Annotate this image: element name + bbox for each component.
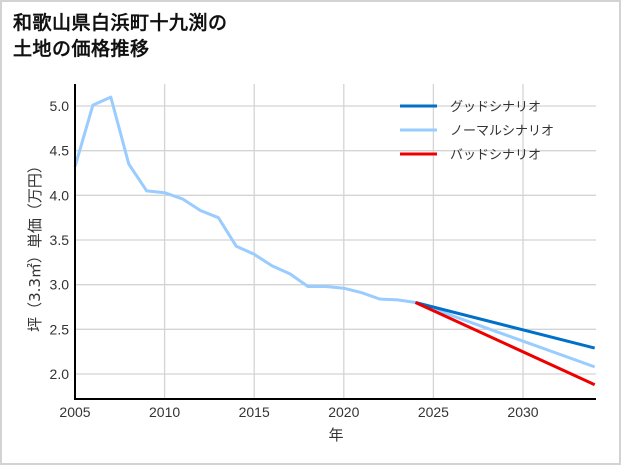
x-tick-label: 2005	[59, 404, 90, 420]
y-tick-label: 3.0	[50, 277, 70, 293]
y-tick-label: 2.5	[50, 321, 70, 337]
series-line	[73, 95, 596, 369]
legend-label: グッドシナリオ	[450, 100, 541, 115]
y-tick-label: 4.5	[50, 143, 70, 159]
x-tick-label: 2020	[328, 404, 359, 420]
axes	[74, 84, 596, 400]
series-line	[414, 301, 596, 387]
legend-label: ノーマルシナリオ	[450, 124, 554, 139]
y-tick-label: 5.0	[50, 98, 70, 114]
series-line	[415, 301, 596, 350]
y-tick-label: 4.0	[50, 187, 70, 203]
tick-labels: 2.0 2.5 3.0 3.5 4.0 4.5 5.0 2005 2010 2015 2020 202…	[50, 98, 539, 420]
chart-title: 和歌山県白浜町十九渕の 土地の価格推移	[13, 10, 228, 62]
legend-label: バッドシナリオ	[450, 148, 541, 163]
x-tick-label: 2025	[418, 404, 449, 420]
y-axis-label: 坪（3.3㎡）単価（万円）	[26, 158, 44, 332]
x-tick-label: 2030	[507, 404, 538, 420]
x-tick-label: 2015	[239, 404, 270, 420]
data-series	[73, 95, 596, 387]
y-tick-label: 2.0	[50, 366, 70, 382]
x-axis-label: 年	[328, 426, 343, 444]
y-tick-label: 3.5	[50, 232, 70, 248]
title-line-1: 和歌山県白浜町十九渕の	[13, 12, 228, 34]
x-tick-label: 2010	[149, 404, 180, 420]
grid-lines	[74, 84, 596, 399]
title-line-2: 土地の価格推移	[13, 38, 150, 60]
